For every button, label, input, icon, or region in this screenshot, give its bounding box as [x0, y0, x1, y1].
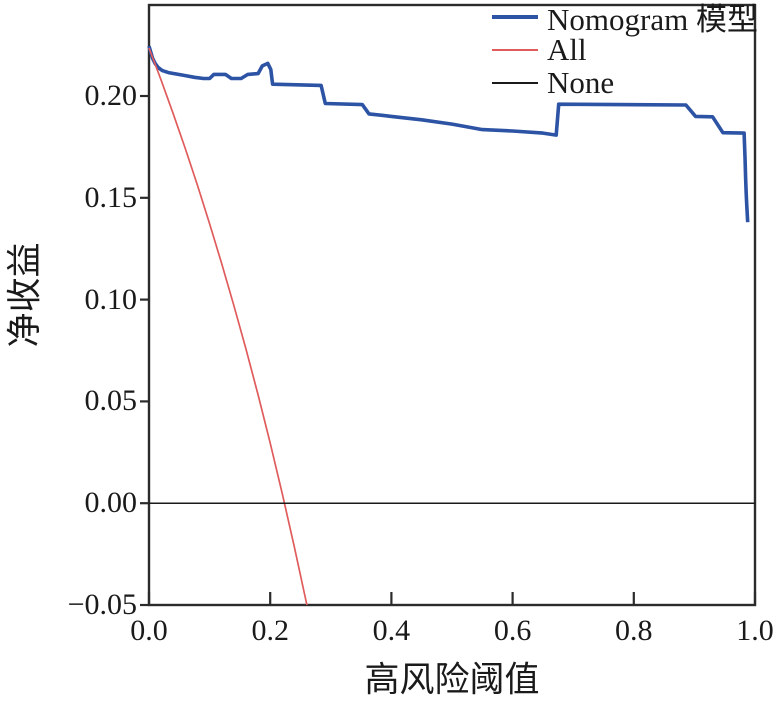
y-axis-title: 净收益 [5, 242, 45, 348]
nomogram-line-sample-icon [492, 14, 538, 19]
x-tick-label: 1.0 [736, 614, 774, 647]
y-tick-label: 0.05 [84, 384, 138, 418]
series-line-nomogram [147, 45, 750, 223]
legend-label-none: None [547, 64, 615, 100]
legend-item-none: None [492, 64, 758, 100]
plot-border [147, 3, 757, 607]
y-tick-label: 0.00 [84, 486, 138, 520]
legend-item-nomogram: Nomogram 模型 [492, 0, 758, 37]
y-tick-label: 0.10 [84, 282, 138, 316]
y-tick-label: −0.05 [67, 588, 137, 621]
legend-label-nomogram: Nomogram 模型 [547, 2, 758, 37]
y-tick-label: 0.20 [84, 79, 138, 112]
x-tick-label: 0.0 [130, 614, 168, 647]
x-tick-label: 0.4 [372, 614, 411, 647]
x-tick-label: 0.6 [493, 614, 532, 647]
all-line-sample-icon [492, 48, 538, 51]
legend: Nomogram 模型 All None [492, 0, 758, 100]
series-line-all [148, 47, 308, 606]
legend-item-all: All [492, 31, 758, 67]
none-line-sample-icon [492, 81, 538, 84]
legend-label-all: All [547, 31, 587, 67]
x-tick-label: 0.2 [251, 614, 289, 647]
y-tick-label: 0.15 [84, 180, 138, 214]
x-tick-label: 0.8 [615, 614, 653, 647]
x-axis-title: 高风险阈值 [364, 660, 540, 700]
